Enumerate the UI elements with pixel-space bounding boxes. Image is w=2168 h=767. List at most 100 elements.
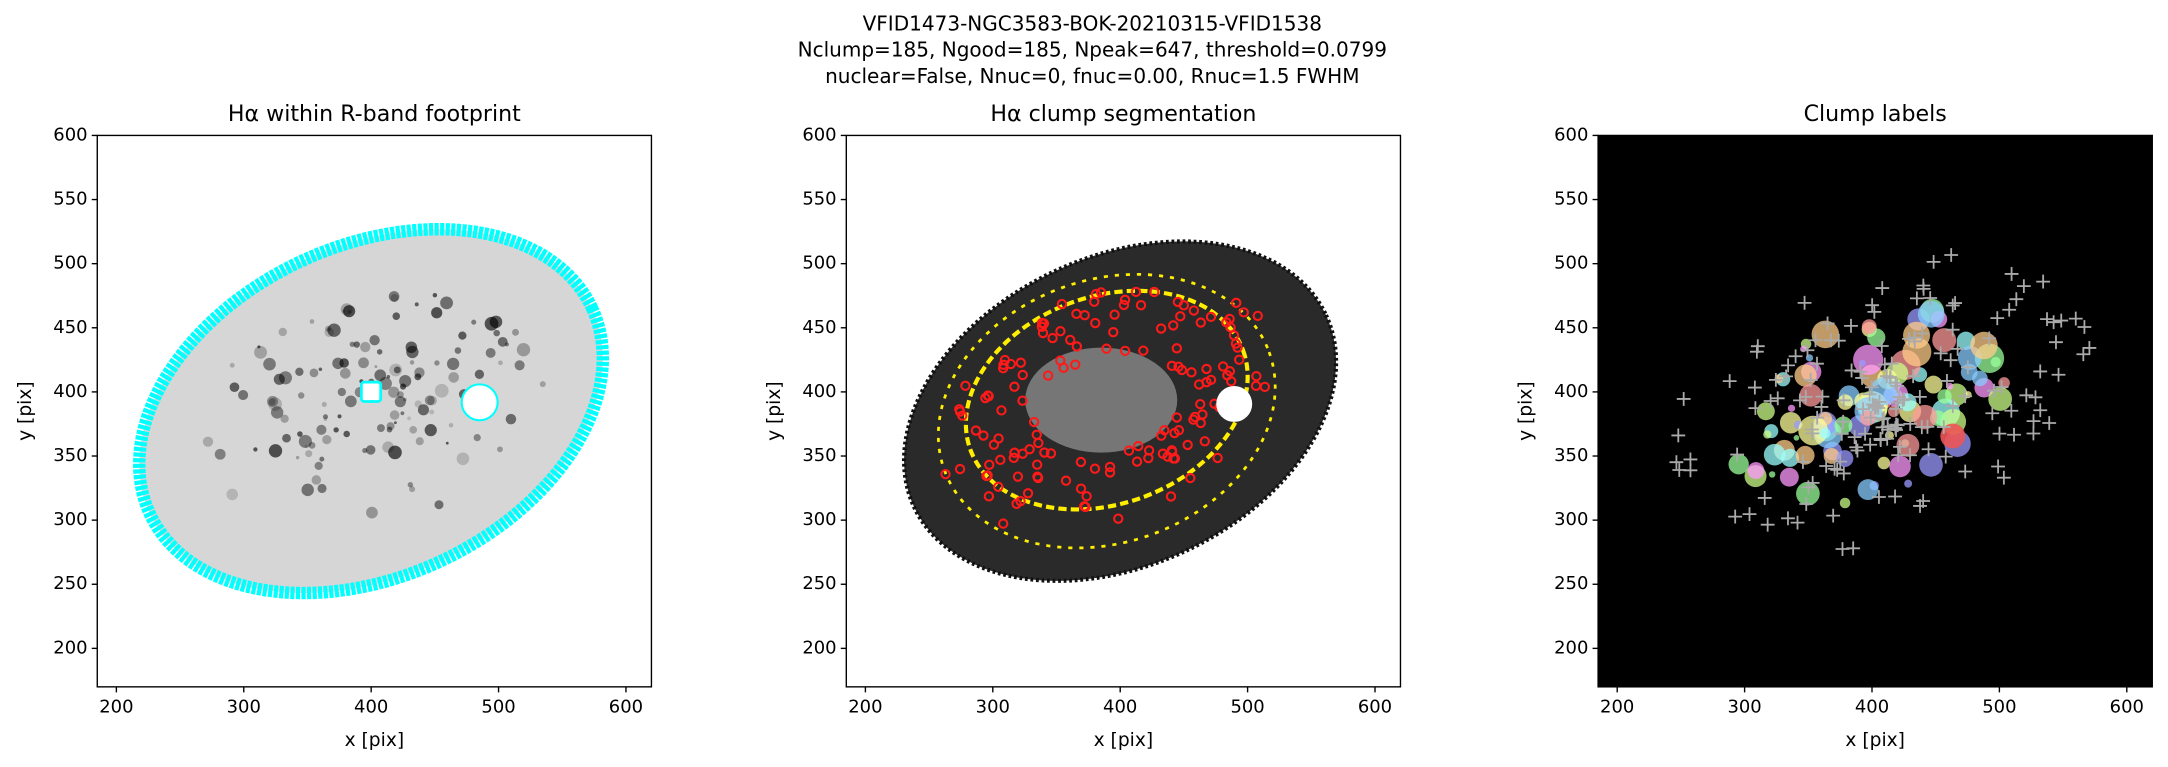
emission-blob bbox=[337, 414, 342, 419]
panel-title: Clump labels bbox=[1804, 101, 1947, 127]
peak-marker bbox=[1884, 356, 1899, 371]
x-tick-label: 600 bbox=[2110, 697, 2144, 718]
peak-marker bbox=[1820, 316, 1835, 331]
clump-marker bbox=[1171, 412, 1182, 423]
y-tick-label: 600 bbox=[1554, 124, 1588, 145]
emission-blob bbox=[473, 433, 481, 442]
clump-marker bbox=[1186, 367, 1197, 378]
emission-blob bbox=[454, 347, 462, 354]
emission-blob bbox=[485, 347, 496, 358]
axes-frame bbox=[1597, 134, 2153, 688]
clump-label bbox=[1795, 445, 1815, 465]
clump-marker bbox=[954, 406, 966, 417]
peak-marker bbox=[2002, 302, 2017, 317]
peak-marker bbox=[1836, 393, 1851, 408]
emission-blob bbox=[322, 414, 329, 420]
emission-blob bbox=[493, 329, 500, 337]
clump-label bbox=[1779, 467, 1799, 487]
peak-marker bbox=[1760, 517, 1775, 532]
emission-blob bbox=[366, 506, 378, 519]
emission-blob bbox=[238, 389, 249, 401]
emission-blob bbox=[445, 441, 449, 445]
emission-blob bbox=[389, 363, 403, 377]
emission-blob bbox=[446, 357, 460, 371]
emission-blob bbox=[325, 325, 332, 332]
clump-label bbox=[1932, 328, 1957, 353]
clump-marker bbox=[1251, 371, 1262, 382]
star-mask bbox=[1216, 386, 1253, 422]
clump-marker bbox=[1022, 488, 1034, 499]
emission-blob bbox=[317, 483, 327, 494]
clump-marker bbox=[1233, 354, 1245, 365]
peak-marker bbox=[1909, 291, 1924, 306]
clump-marker bbox=[1065, 334, 1076, 346]
clump-label bbox=[1990, 356, 2001, 368]
peak-marker bbox=[2068, 311, 2083, 326]
emission-blob bbox=[309, 319, 315, 324]
clump-marker bbox=[1079, 501, 1090, 512]
clump-label bbox=[1763, 430, 1772, 439]
peak-marker bbox=[1844, 363, 1859, 378]
peak-marker bbox=[1863, 410, 1878, 425]
clump-marker bbox=[1017, 395, 1028, 406]
emission-blob bbox=[339, 358, 349, 368]
peak-marker bbox=[1916, 494, 1931, 508]
clump-label bbox=[1917, 300, 1945, 328]
emission-blob bbox=[266, 395, 279, 408]
y-tick-label: 350 bbox=[53, 445, 87, 466]
clump-marker bbox=[954, 463, 966, 475]
emission-blob bbox=[297, 392, 305, 399]
emission-blob bbox=[431, 307, 443, 319]
arm-contour bbox=[936, 272, 1277, 550]
emission-blob bbox=[327, 323, 341, 337]
panel-image bbox=[1598, 135, 2153, 687]
clump-marker bbox=[1032, 472, 1044, 484]
clump-label bbox=[1857, 479, 1879, 501]
clump-marker bbox=[1143, 452, 1154, 464]
peak-marker bbox=[1836, 466, 1851, 481]
x-tick-label: 300 bbox=[976, 697, 1010, 718]
peak-marker bbox=[2082, 341, 2097, 355]
x-tick-label: 500 bbox=[1230, 697, 1264, 718]
clump-label bbox=[1800, 345, 1807, 353]
emission-blob bbox=[407, 482, 414, 488]
peak-marker bbox=[1779, 369, 1794, 384]
peak-marker bbox=[1850, 443, 1865, 458]
clump-marker bbox=[993, 433, 1004, 444]
peak-marker bbox=[1834, 426, 1849, 441]
peak-marker bbox=[1798, 390, 1813, 404]
x-tick-label: 400 bbox=[1855, 697, 1889, 718]
galaxy-footprint bbox=[133, 222, 610, 600]
peak-marker bbox=[1747, 380, 1762, 395]
peak-marker bbox=[1793, 393, 1807, 408]
clump-marker bbox=[1165, 491, 1177, 502]
peak-marker bbox=[1799, 497, 1814, 511]
clump-marker bbox=[1193, 379, 1205, 390]
emission-blob bbox=[394, 421, 397, 425]
x-tick-label: 400 bbox=[1103, 697, 1137, 718]
emission-blob bbox=[376, 349, 383, 355]
emission-blob bbox=[414, 373, 422, 381]
clump-label bbox=[1904, 479, 1913, 488]
peak-marker bbox=[1944, 248, 1959, 262]
emission-blob bbox=[360, 341, 371, 353]
y-tick-label: 200 bbox=[53, 637, 87, 658]
clump-marker bbox=[1259, 381, 1271, 393]
panel-title: Hα within R-band footprint bbox=[228, 101, 521, 127]
emission-blob bbox=[298, 434, 312, 448]
y-tick-label: 250 bbox=[802, 573, 836, 594]
clump-marker bbox=[1189, 411, 1201, 423]
emission-blob bbox=[344, 395, 357, 408]
emission-blob bbox=[388, 291, 400, 302]
emission-blob bbox=[297, 431, 303, 437]
emission-blob bbox=[214, 448, 226, 460]
clump-label bbox=[1728, 454, 1749, 475]
emission-blob bbox=[340, 303, 353, 316]
clump-label bbox=[1912, 404, 1938, 430]
clump-label bbox=[1756, 402, 1775, 421]
clump-marker bbox=[1109, 309, 1120, 320]
emission-blob bbox=[424, 395, 435, 406]
clump-marker bbox=[1175, 311, 1186, 322]
nucleus-mask bbox=[359, 380, 383, 403]
emission-blob bbox=[516, 343, 531, 357]
